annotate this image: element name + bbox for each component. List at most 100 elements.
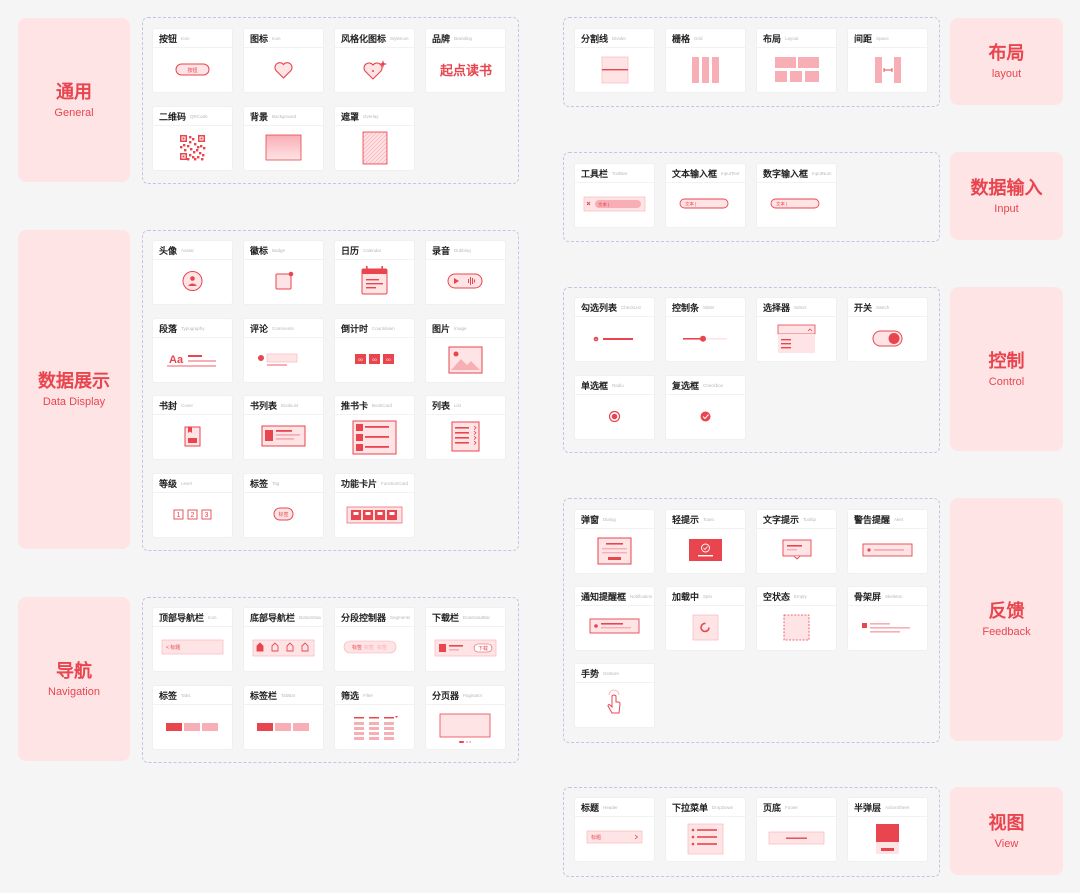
svg-text:文本 |: 文本 | <box>598 201 609 208</box>
component-card[interactable]: 二维码 QRCode <box>152 106 233 171</box>
component-card[interactable]: 页底 Footer <box>756 797 837 862</box>
card-header: 录音 Dubbing <box>426 241 505 260</box>
component-card[interactable]: 书列表 BookList <box>243 395 324 460</box>
component-card[interactable]: 顶部导航栏 Icon < 标题 <box>152 607 233 672</box>
card-header: 列表 List <box>426 396 505 415</box>
book-cover-icon <box>184 426 201 447</box>
component-card[interactable]: 文本输入框 InputText 文本 | <box>665 163 746 228</box>
heart-icon <box>274 62 293 79</box>
component-card[interactable]: 数字输入框 InputNum 文本 | <box>756 163 837 228</box>
component-card[interactable]: 背景 Background <box>243 106 324 171</box>
component-card[interactable]: 功能卡片 FunctionCard <box>334 473 415 538</box>
component-card[interactable]: 手势 Gesture <box>574 663 655 728</box>
category-subtitle: Control <box>988 375 1025 388</box>
card-title: 图片 <box>432 323 451 334</box>
card-header: 轻提示 Toast <box>666 510 745 529</box>
component-card[interactable]: 筛选 Filter <box>334 685 415 750</box>
component-card[interactable]: 分割线 Divider <box>574 28 655 93</box>
component-card[interactable]: 列表 List <box>425 395 506 460</box>
book-list-icon <box>261 425 306 447</box>
layout-icon <box>775 57 819 82</box>
category-label-feedback: 反馈 Feedback <box>950 498 1063 741</box>
card-title: 按钮 <box>159 33 178 44</box>
component-card[interactable]: 底部导航栏 BottomNav <box>243 607 324 672</box>
component-card[interactable]: 标签 Tabs <box>152 685 233 750</box>
comment-icon <box>258 353 298 366</box>
card-title: 风格化图标 <box>341 33 387 44</box>
component-card[interactable]: 标签 Tag 标签 <box>243 473 324 538</box>
component-card[interactable]: 选择器 Select <box>756 297 837 362</box>
card-header: 等级 Level <box>153 474 232 493</box>
component-card[interactable]: 标签栏 TabBar <box>243 685 324 750</box>
card-header: 下载栏 DownloadBar <box>426 608 505 627</box>
card-header: 标签栏 TabBar <box>244 686 323 705</box>
component-card[interactable]: 头像 Avatar <box>152 240 233 305</box>
svg-text:3: 3 <box>205 512 209 519</box>
component-card[interactable]: 弹窗 Dialog <box>574 509 655 574</box>
component-card[interactable]: 加载中 Spin <box>665 586 746 651</box>
slider-icon <box>683 335 727 342</box>
component-card[interactable]: 等级 Level 1 2 3 <box>152 473 233 538</box>
component-card[interactable]: 单选框 Radio <box>574 375 655 440</box>
skeleton-icon <box>862 623 910 633</box>
card-header: 标签 Tag <box>244 474 323 493</box>
component-card[interactable]: 分页器 Paginator <box>425 685 506 750</box>
component-card[interactable]: 图片 Image <box>425 318 506 383</box>
card-title: 弹窗 <box>581 514 600 525</box>
component-card[interactable]: 按钮 Icon 按钮 <box>152 28 233 93</box>
component-card[interactable]: 标题 Header 标题 <box>574 797 655 862</box>
component-card[interactable]: 通知提醒框 Notification <box>574 586 655 651</box>
category-panel-feedback <box>563 498 940 743</box>
component-card[interactable]: 控制条 Slider <box>665 297 746 362</box>
component-card[interactable]: 录音 Dubbing <box>425 240 506 305</box>
component-card[interactable]: 倒计时 Countdown 00 00 00 <box>334 318 415 383</box>
card-subtitle: Icon <box>272 35 281 41</box>
category-subtitle: View <box>994 837 1019 850</box>
component-card[interactable]: 间距 Space <box>847 28 928 93</box>
card-title: 标题 <box>581 802 600 813</box>
component-card[interactable]: 空状态 Empty <box>756 586 837 651</box>
dialog-icon <box>597 537 632 565</box>
countdown-icon: 00 00 00 <box>355 354 394 364</box>
card-subtitle: BottomNav <box>299 614 322 620</box>
book-card-icon <box>352 420 397 455</box>
component-card[interactable]: 段落 Typography Aa <box>152 318 233 383</box>
component-card[interactable]: 日历 Calendar <box>334 240 415 305</box>
card-title: 选择器 <box>763 302 791 313</box>
component-card[interactable]: 分段控制器 Segments 标签 标签 标签 <box>334 607 415 672</box>
component-card[interactable]: 下载栏 DownloadBar 下载 <box>425 607 506 672</box>
card-header: 弹窗 Dialog <box>575 510 654 529</box>
component-card[interactable]: 轻提示 Toast <box>665 509 746 574</box>
checkbox-icon <box>700 411 711 422</box>
component-card[interactable]: 布局 Layout <box>756 28 837 93</box>
component-card[interactable]: 半弹层 ActionSheet <box>847 797 928 862</box>
category-title: 通用 <box>56 81 92 102</box>
svg-text:标签: 标签 <box>364 644 374 651</box>
component-card[interactable]: 下拉菜单 DropDown <box>665 797 746 862</box>
component-card[interactable]: 勾选列表 CheckList <box>574 297 655 362</box>
component-card[interactable]: 评论 Comments <box>243 318 324 383</box>
component-card[interactable]: 图标 Icon <box>243 28 324 93</box>
component-card[interactable]: 徽标 Badge <box>243 240 324 305</box>
component-card[interactable]: 遮罩 Overlay <box>334 106 415 171</box>
card-subtitle: Segments <box>390 614 411 620</box>
list-icon <box>451 421 480 452</box>
card-subtitle: Spin <box>703 593 713 599</box>
component-card[interactable]: 栅格 Grid <box>665 28 746 93</box>
component-card[interactable]: 复选框 Checkbox <box>665 375 746 440</box>
component-card[interactable]: 骨架屏 Skeleton <box>847 586 928 651</box>
component-card[interactable]: 工具栏 ToolBar 文本 | <box>574 163 655 228</box>
category-subtitle: Data Display <box>42 396 106 408</box>
card-subtitle: Typography <box>181 325 205 331</box>
card-subtitle: Slider <box>703 304 715 310</box>
component-card[interactable]: 推书卡 BookCard <box>334 395 415 460</box>
card-subtitle: List <box>454 402 462 408</box>
component-card[interactable]: 文字提示 Tooltip <box>756 509 837 574</box>
component-card[interactable]: 警告提醒 Alert <box>847 509 928 574</box>
component-card[interactable]: 品牌 Branding 起点读书 <box>425 28 506 93</box>
component-card[interactable]: 风格化图标 StyleIcon <box>334 28 415 93</box>
card-subtitle: Notification <box>630 593 653 599</box>
card-title: 开关 <box>854 302 873 313</box>
component-card[interactable]: 书封 Cover <box>152 395 233 460</box>
component-card[interactable]: 开关 Switch <box>847 297 928 362</box>
